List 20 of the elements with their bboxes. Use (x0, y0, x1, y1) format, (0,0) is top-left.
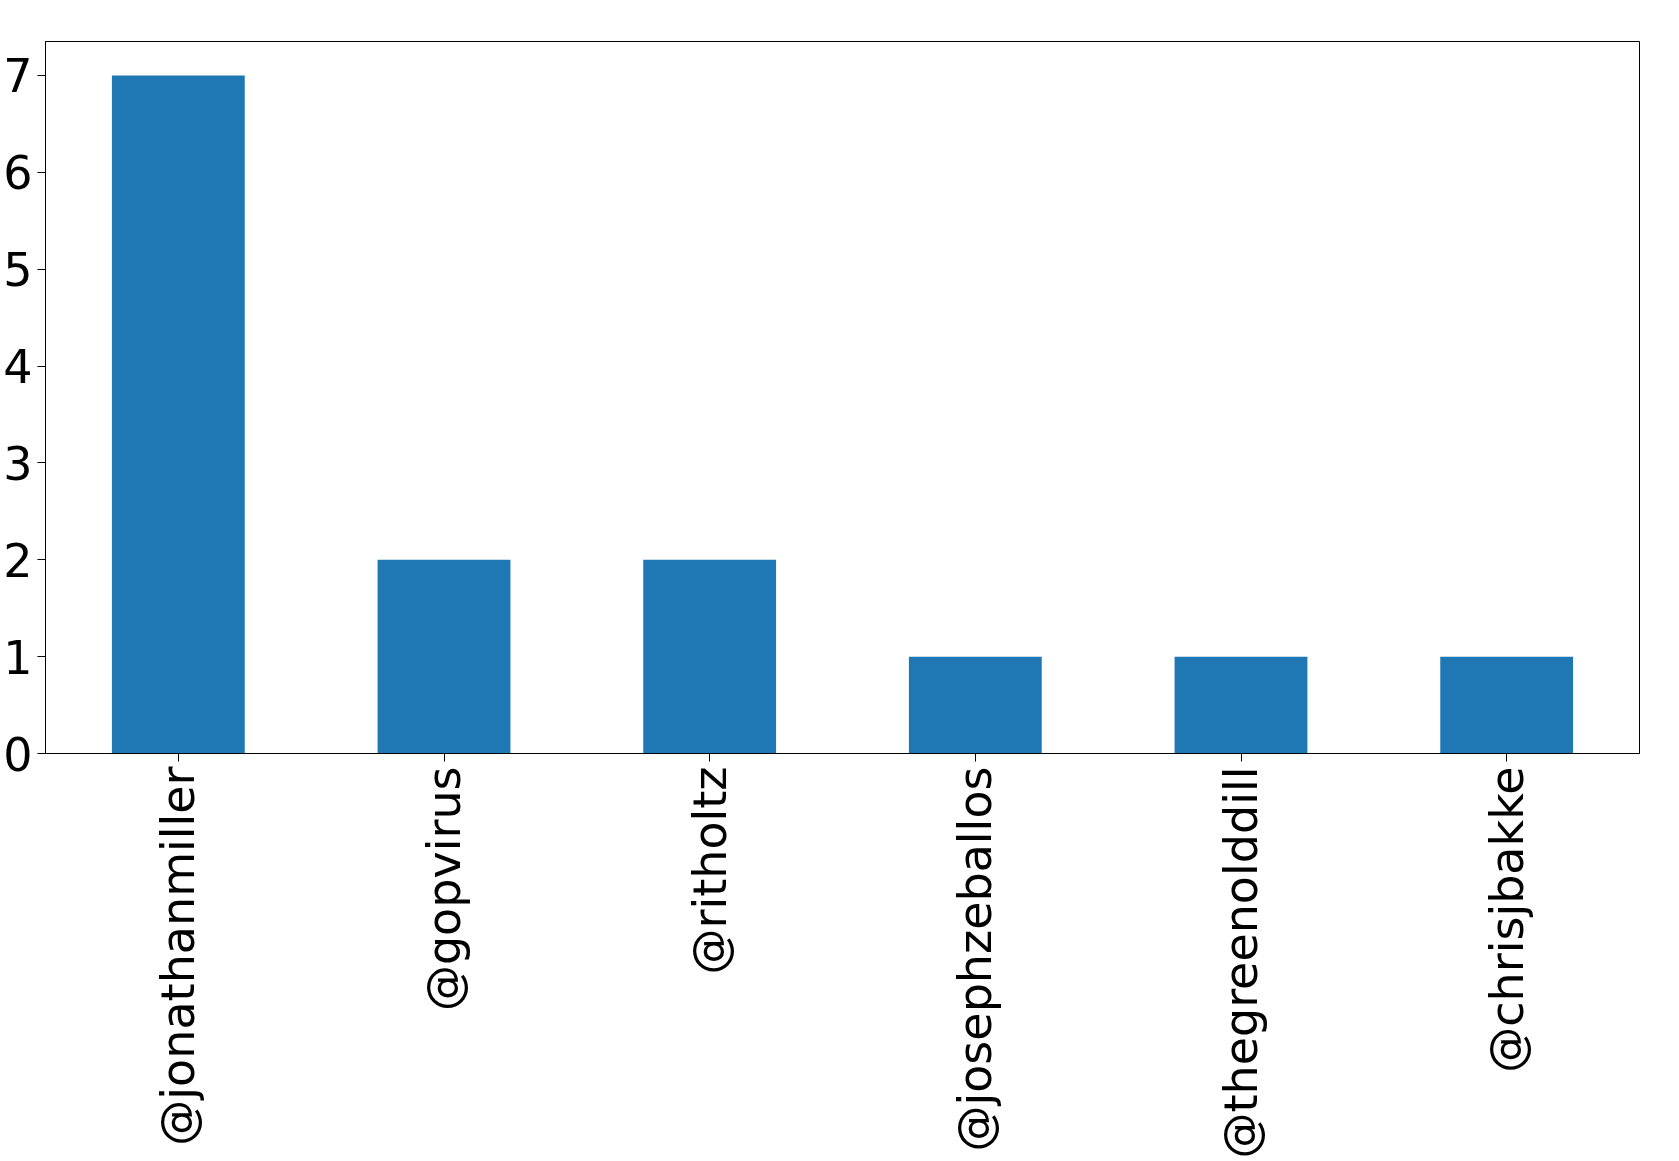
x-tick-label: @chrisjbakke (1479, 766, 1534, 1073)
bar (908, 656, 1042, 754)
x-tick-label: @jonathanmiller (151, 766, 206, 1146)
y-tick-label: 3 (3, 436, 33, 491)
y-tick-label: 1 (3, 630, 33, 685)
y-tick-label: 6 (3, 146, 33, 201)
x-tick-label: @josephzeballos (948, 766, 1003, 1152)
y-tick-label: 4 (3, 340, 33, 395)
y-tick-label: 5 (3, 243, 33, 298)
bar (377, 559, 511, 754)
y-tick-label: 7 (3, 49, 33, 104)
y-tick-label: 0 (3, 727, 33, 782)
y-tick-label: 2 (3, 533, 33, 588)
bar (1174, 656, 1308, 754)
bar (111, 75, 245, 754)
x-tick-label: @gopvirus (417, 766, 471, 1012)
bar (643, 559, 777, 754)
x-tick-label: @thegreenolddill (1214, 766, 1268, 1159)
x-tick-label: @ritholtz (682, 766, 737, 975)
bar (1440, 656, 1574, 754)
